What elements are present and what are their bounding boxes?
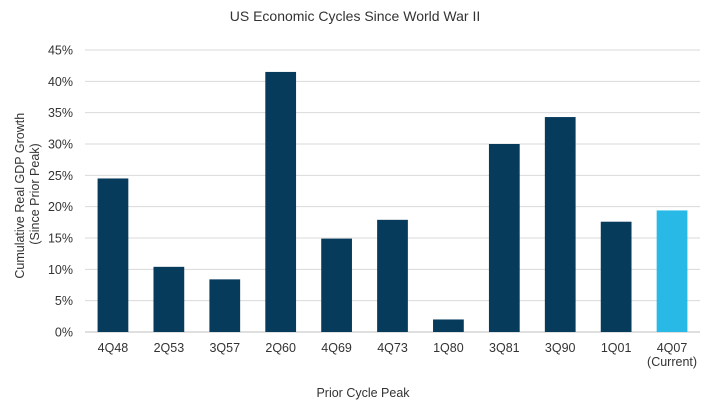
x-tick-label: 3Q90 (545, 341, 576, 355)
bar (433, 319, 464, 332)
y-axis-label: Cumulative Real GDP Growth (Since Prior … (13, 109, 42, 278)
y-tick-label: 15% (48, 232, 73, 246)
x-tick-label-line: 4Q73 (377, 341, 408, 355)
x-tick-label-line: 1Q01 (601, 341, 632, 355)
y-axis-label-line-1: Cumulative Real GDP Growth (13, 113, 27, 279)
y-tick-label: 45% (48, 44, 73, 58)
y-tick-label: 35% (48, 106, 73, 120)
x-tick-label: 2Q53 (154, 341, 185, 355)
x-tick-label-line: (Current) (647, 355, 697, 369)
y-tick-label: 5% (55, 294, 73, 308)
x-tick-label-line: 2Q60 (265, 341, 296, 355)
bar (321, 238, 352, 332)
x-tick-label: 1Q01 (601, 341, 632, 355)
bar (600, 221, 632, 332)
x-tick-label-line: 3Q90 (545, 341, 576, 355)
x-tick-label: 4Q69 (321, 341, 352, 355)
x-axis-label: Prior Cycle Peak (316, 386, 410, 400)
bar (656, 210, 688, 332)
bar (209, 279, 241, 332)
x-axis-ticks: 4Q48 2Q53 3Q57 2Q60 4Q69 4Q73 1Q80 3Q81 3Q90 1Q01… (98, 341, 697, 369)
y-tick-label: 40% (48, 75, 73, 89)
bar (265, 71, 297, 332)
y-axis-ticks: 0% 5% 10% 15% 20% 25% 30% 35% 40% 45% (48, 44, 73, 340)
x-tick-label: 4Q73 (377, 341, 408, 355)
bar (377, 219, 408, 332)
x-tick-label: 3Q81 (489, 341, 520, 355)
x-tick-label-line: 4Q07 (657, 341, 688, 355)
gridlines (85, 49, 700, 333)
x-tick-label: 3Q57 (209, 341, 240, 355)
bar (544, 117, 576, 332)
y-tick-label: 25% (48, 169, 73, 183)
x-tick-label-line: 4Q69 (321, 341, 352, 355)
x-tick-label-line: 1Q80 (433, 341, 464, 355)
y-axis-label-line-2: (Since Prior Peak) (28, 143, 42, 244)
x-tick-label: 2Q60 (265, 341, 296, 355)
x-tick-label: 4Q07 (Current) (647, 341, 697, 369)
y-tick-label: 30% (48, 138, 73, 152)
x-tick-label: 1Q80 (433, 341, 464, 355)
y-tick-label: 10% (48, 263, 73, 277)
x-tick-label-line: 3Q81 (489, 341, 520, 355)
bars (97, 71, 688, 332)
chart-title: US Economic Cycles Since World War II (230, 8, 481, 24)
x-tick-label-line: 4Q48 (98, 341, 129, 355)
x-tick-label-line: 2Q53 (154, 341, 185, 355)
bar (97, 178, 129, 332)
y-tick-label: 20% (48, 200, 73, 214)
y-tick-label: 0% (55, 326, 73, 340)
bar (153, 266, 185, 332)
x-tick-label-line: 3Q57 (209, 341, 240, 355)
x-tick-label: 4Q48 (98, 341, 129, 355)
bar (488, 144, 520, 332)
